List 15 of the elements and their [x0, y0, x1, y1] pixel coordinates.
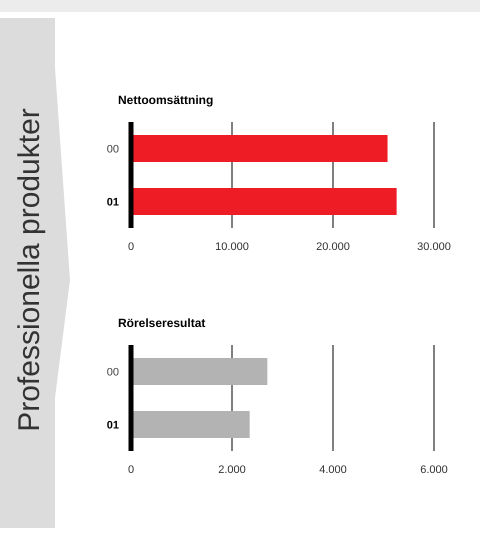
y-tick-label: 01 — [106, 420, 119, 432]
x-tick-label: 4.000 — [319, 464, 347, 476]
chart-title: Rörelseresultat — [118, 316, 206, 332]
chart-title: Nettoomsättning — [118, 93, 214, 109]
x-tick-label: 2.000 — [218, 464, 246, 476]
x-tick-label: 10.000 — [215, 240, 249, 253]
y-tick-label: 00 — [106, 366, 119, 378]
y-tick-label: 00 — [106, 144, 119, 156]
x-tick-label: 0 — [128, 464, 134, 476]
x-tick-label: 30.000 — [417, 240, 451, 253]
x-tick-label: 0 — [128, 240, 134, 253]
text: Professionella produkter — [13, 108, 47, 432]
x-tick-label: 20.000 — [316, 240, 350, 253]
y-tick-label: 01 — [106, 196, 119, 208]
x-tick-label: 6.000 — [420, 464, 448, 476]
